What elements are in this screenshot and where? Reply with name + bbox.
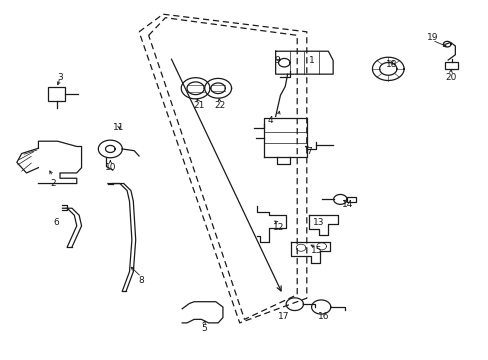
Text: 16: 16 (317, 312, 328, 321)
Text: 21: 21 (193, 102, 204, 111)
Text: 11: 11 (113, 123, 124, 132)
Text: 12: 12 (273, 223, 284, 232)
Text: 18: 18 (386, 60, 397, 69)
Text: 13: 13 (312, 218, 324, 227)
Text: 5: 5 (201, 324, 206, 333)
FancyBboxPatch shape (444, 62, 457, 69)
Text: 14: 14 (341, 200, 352, 209)
Text: 15: 15 (310, 246, 322, 255)
Text: 19: 19 (426, 33, 437, 42)
FancyBboxPatch shape (346, 197, 355, 202)
Text: 22: 22 (214, 102, 225, 111)
Text: 3: 3 (57, 73, 63, 82)
Text: 1: 1 (308, 55, 314, 64)
FancyBboxPatch shape (48, 86, 65, 100)
Text: 4: 4 (267, 116, 273, 125)
Text: 20: 20 (444, 73, 455, 82)
Text: 6: 6 (54, 218, 60, 227)
Text: 8: 8 (138, 276, 144, 285)
Text: 2: 2 (50, 179, 56, 188)
Text: 9: 9 (274, 55, 280, 64)
Text: 7: 7 (305, 147, 311, 156)
Text: 17: 17 (278, 312, 289, 321)
Text: 10: 10 (104, 163, 116, 172)
